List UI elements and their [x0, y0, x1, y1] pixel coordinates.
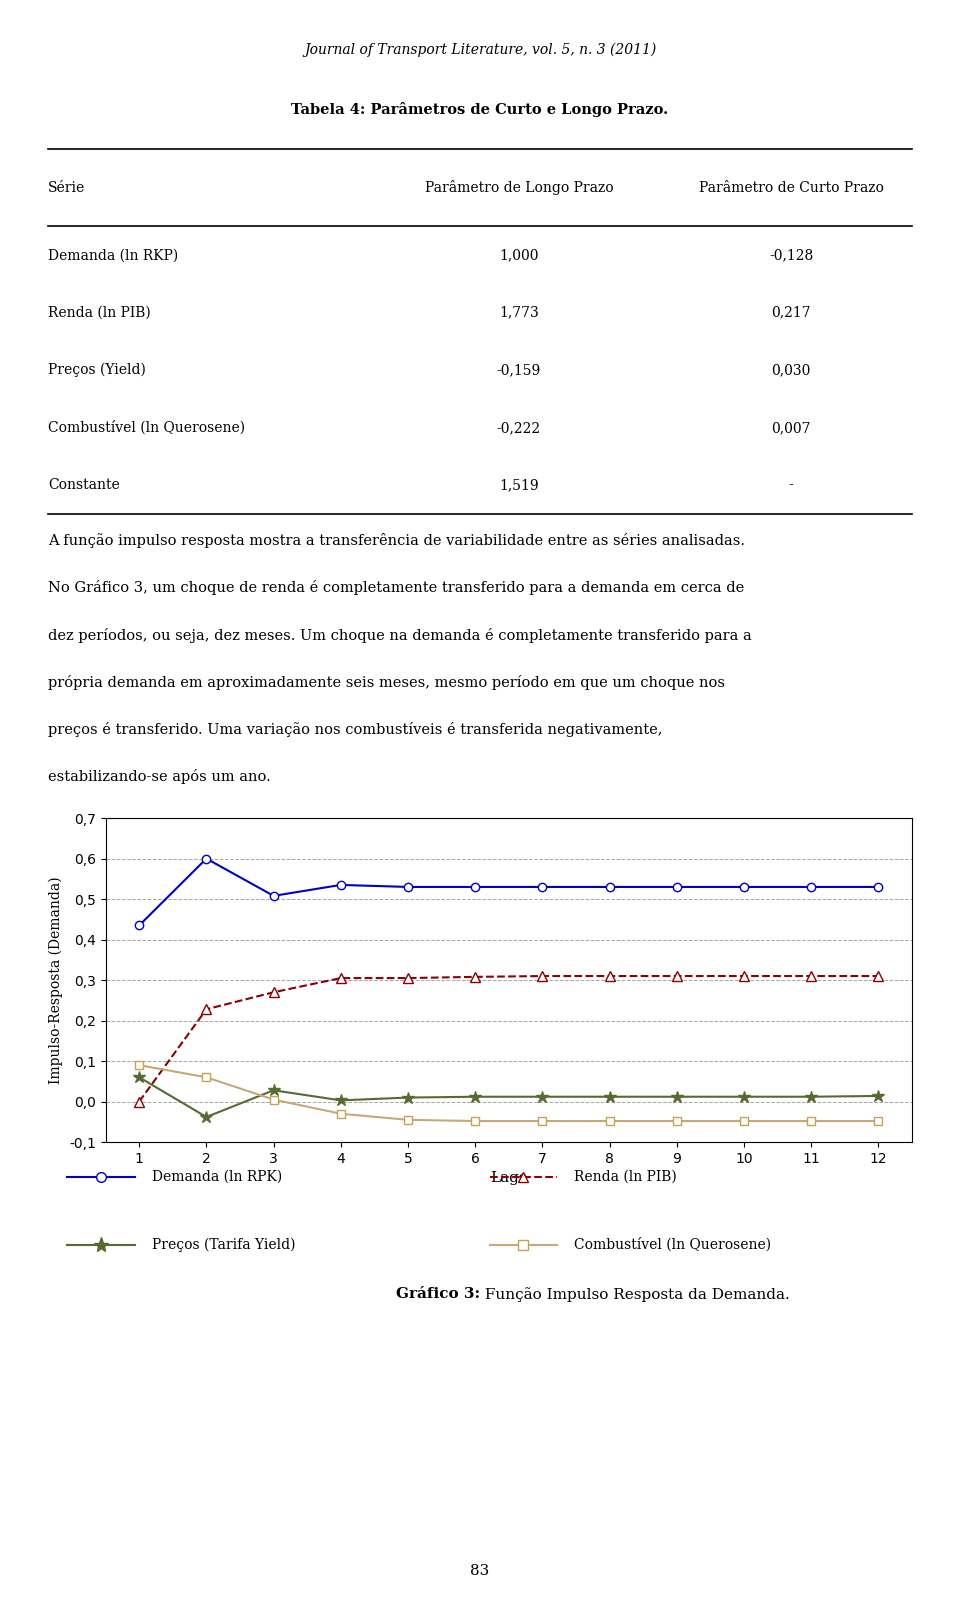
Text: Renda (ln PIB): Renda (ln PIB): [574, 1170, 677, 1184]
Text: Renda (ln PIB): Renda (ln PIB): [48, 306, 151, 319]
Text: Parâmetro de Curto Prazo: Parâmetro de Curto Prazo: [699, 181, 883, 194]
Text: Combustível (ln Querosene): Combustível (ln Querosene): [48, 421, 245, 436]
Text: Preços (Yield): Preços (Yield): [48, 363, 146, 377]
Text: 0,217: 0,217: [771, 306, 811, 319]
Text: 0,030: 0,030: [771, 363, 811, 377]
Text: Tabela 4: Parâmetros de Curto e Longo Prazo.: Tabela 4: Parâmetros de Curto e Longo Pr…: [292, 102, 668, 117]
Text: Journal of Transport Literature, vol. 5, n. 3 (2011): Journal of Transport Literature, vol. 5,…: [304, 42, 656, 57]
Text: Combustível (ln Querosene): Combustível (ln Querosene): [574, 1238, 771, 1252]
Text: 0,007: 0,007: [771, 421, 811, 434]
Text: estabilizando-se após um ano.: estabilizando-se após um ano.: [48, 770, 271, 784]
Text: 1,519: 1,519: [499, 478, 539, 492]
Text: Gráfico 3:: Gráfico 3:: [396, 1288, 480, 1301]
Text: 1,773: 1,773: [499, 306, 539, 319]
Text: Série: Série: [48, 181, 85, 194]
Text: -0,159: -0,159: [496, 363, 541, 377]
Text: Parâmetro de Longo Prazo: Parâmetro de Longo Prazo: [424, 180, 613, 196]
Text: No Gráfico 3, um choque de renda é completamente transferido para a demanda em c: No Gráfico 3, um choque de renda é compl…: [48, 580, 744, 596]
Text: Constante: Constante: [48, 478, 120, 492]
Text: -0,222: -0,222: [497, 421, 540, 434]
Y-axis label: Impulso-Resposta (Demanda): Impulso-Resposta (Demanda): [49, 876, 63, 1084]
Text: dez períodos, ou seja, dez meses. Um choque na demanda é completamente transferi: dez períodos, ou seja, dez meses. Um cho…: [48, 627, 752, 643]
Text: Demanda (ln RKP): Demanda (ln RKP): [48, 248, 179, 262]
Text: Preços (Tarifa Yield): Preços (Tarifa Yield): [152, 1238, 295, 1252]
Text: 83: 83: [470, 1565, 490, 1578]
Text: A função impulso resposta mostra a transferência de variabilidade entre as série: A função impulso resposta mostra a trans…: [48, 533, 745, 548]
Text: preços é transferido. Uma variação nos combustíveis é transferida negativamente,: preços é transferido. Uma variação nos c…: [48, 723, 662, 737]
Text: Função Impulso Resposta da Demanda.: Função Impulso Resposta da Demanda.: [480, 1286, 790, 1302]
Text: Demanda (ln RPK): Demanda (ln RPK): [152, 1170, 282, 1184]
Text: -0,128: -0,128: [769, 248, 813, 262]
Text: -: -: [789, 478, 793, 492]
X-axis label: Lags: Lags: [491, 1171, 527, 1186]
Text: 1,000: 1,000: [499, 248, 539, 262]
Text: própria demanda em aproximadamente seis meses, mesmo período em que um choque no: própria demanda em aproximadamente seis …: [48, 676, 725, 690]
